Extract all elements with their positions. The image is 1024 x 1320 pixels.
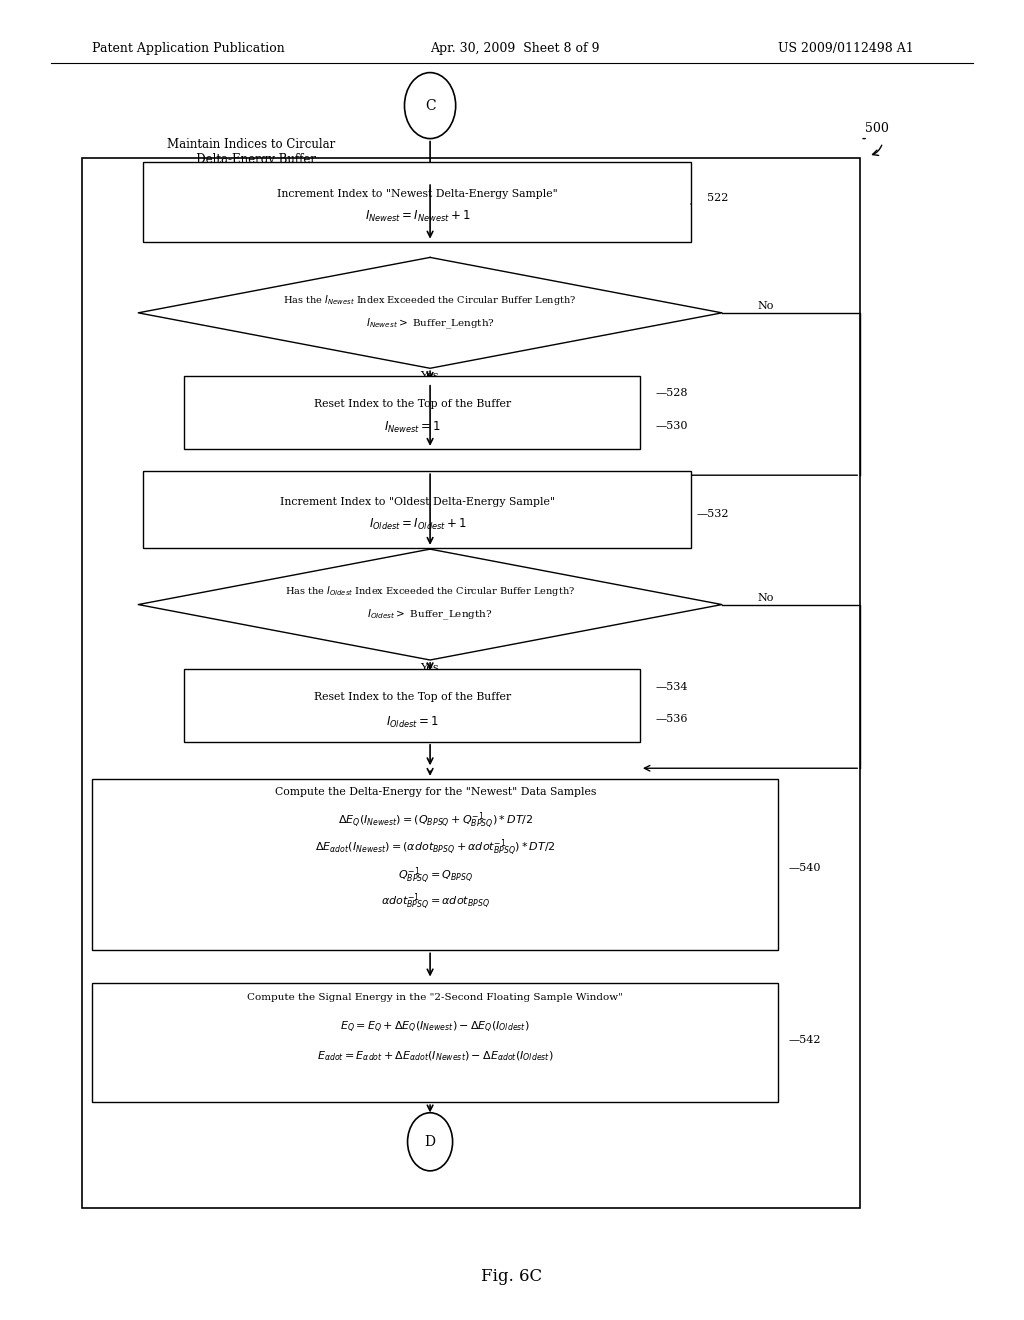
Text: $I_{Oldest}=I_{Oldest}+1$: $I_{Oldest}=I_{Oldest}+1$	[369, 516, 467, 532]
FancyBboxPatch shape	[143, 162, 691, 242]
FancyBboxPatch shape	[143, 471, 691, 548]
Text: Fig. 6C: Fig. 6C	[481, 1269, 543, 1284]
FancyBboxPatch shape	[184, 376, 640, 449]
FancyBboxPatch shape	[92, 779, 778, 950]
Text: Increment Index to "Oldest Delta-Energy Sample": Increment Index to "Oldest Delta-Energy …	[281, 496, 555, 507]
Text: —534: —534	[655, 682, 688, 693]
Text: $E_Q= E_Q+\Delta E_Q(I_{Newest})-\Delta E_Q(I_{Oldest})$: $E_Q= E_Q+\Delta E_Q(I_{Newest})-\Delta …	[340, 1019, 530, 1035]
Text: Has the $I_{Oldest}$ Index Exceeded the Circular Buffer Length?: Has the $I_{Oldest}$ Index Exceeded the …	[285, 585, 575, 598]
Text: 500: 500	[865, 121, 889, 135]
FancyBboxPatch shape	[184, 669, 640, 742]
Text: —532: —532	[696, 510, 729, 520]
Text: US 2009/0112498 A1: US 2009/0112498 A1	[778, 42, 914, 55]
Text: Maintain Indices to Circular
   Delta-Energy Buffer: Maintain Indices to Circular Delta-Energ…	[167, 137, 335, 166]
Text: Compute the Delta-Energy for the "Newest" Data Samples: Compute the Delta-Energy for the "Newest…	[274, 787, 596, 797]
Text: —536: —536	[655, 714, 688, 725]
Text: —542: —542	[788, 1035, 821, 1045]
Text: $I_{Newest}>$ Buffer_Length?: $I_{Newest}>$ Buffer_Length?	[366, 317, 495, 330]
Polygon shape	[138, 549, 722, 660]
Text: —528: —528	[655, 388, 688, 399]
Text: $I_{Oldest}>$ Buffer_Length?: $I_{Oldest}>$ Buffer_Length?	[368, 609, 493, 622]
Text: Patent Application Publication: Patent Application Publication	[92, 42, 285, 55]
Text: Increment Index to "Newest Delta-Energy Sample": Increment Index to "Newest Delta-Energy …	[278, 189, 558, 199]
Text: D: D	[425, 1135, 435, 1148]
Text: No: No	[758, 301, 774, 312]
Text: C: C	[425, 99, 435, 112]
Text: Yes: Yes	[420, 371, 438, 381]
Text: 522: 522	[707, 193, 728, 203]
Text: $I_{Newest}=I_{Newest}+1$: $I_{Newest}=I_{Newest}+1$	[365, 209, 471, 224]
Text: $\alpha dot_{BPSQ}^{-1}=\alpha dot_{BPSQ}$: $\alpha dot_{BPSQ}^{-1}=\alpha dot_{BPSQ…	[381, 891, 489, 912]
Text: No: No	[758, 593, 774, 603]
Text: $I_{Oldest}=1$: $I_{Oldest}=1$	[386, 714, 439, 730]
Text: Yes: Yes	[420, 663, 438, 673]
Text: $E_{\alpha dot}=E_{\alpha dot}+\Delta E_{\alpha dot}(I_{Newest})-\Delta E_{\alph: $E_{\alpha dot}=E_{\alpha dot}+\Delta E_…	[316, 1049, 554, 1063]
Text: Reset Index to the Top of the Buffer: Reset Index to the Top of the Buffer	[314, 692, 511, 702]
Text: $\Delta E_Q(I_{Newest})=(Q_{BPSQ}+Q_{BPSQ}^{-1})*DT/2$: $\Delta E_Q(I_{Newest})=(Q_{BPSQ}+Q_{BPS…	[338, 810, 532, 832]
Text: Apr. 30, 2009  Sheet 8 of 9: Apr. 30, 2009 Sheet 8 of 9	[430, 42, 600, 55]
Text: —540: —540	[788, 863, 821, 874]
Text: Compute the Signal Energy in the "2-Second Floating Sample Window": Compute the Signal Energy in the "2-Seco…	[247, 994, 624, 1002]
Text: $Q_{BPSQ}^{-1}=Q_{BPSQ}$: $Q_{BPSQ}^{-1}=Q_{BPSQ}$	[397, 865, 473, 886]
Text: $I_{Newest}=1$: $I_{Newest}=1$	[384, 420, 441, 436]
Text: $\Delta E_{\alpha dot}(I_{Newest})=(\alpha dot_{BPSQ}+\alpha dot_{BPSQ}^{-1})*DT: $\Delta E_{\alpha dot}(I_{Newest})=(\alp…	[315, 837, 555, 858]
Polygon shape	[138, 257, 722, 368]
Text: —530: —530	[655, 421, 688, 432]
Text: Has the $I_{Newest}$ Index Exceeded the Circular Buffer Length?: Has the $I_{Newest}$ Index Exceeded the …	[284, 293, 577, 306]
Text: Reset Index to the Top of the Buffer: Reset Index to the Top of the Buffer	[314, 399, 511, 409]
FancyBboxPatch shape	[92, 983, 778, 1102]
